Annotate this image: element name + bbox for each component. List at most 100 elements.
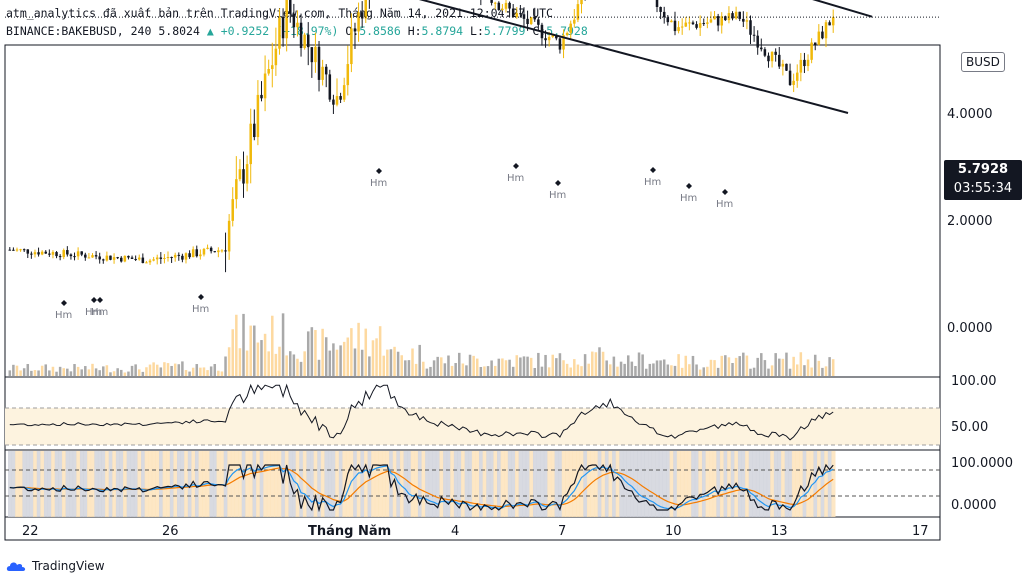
volume-bar (544, 354, 547, 376)
candle-body (659, 6, 662, 12)
candle-body (342, 85, 346, 100)
volume-bars (8, 313, 835, 376)
candle-body (716, 16, 720, 26)
candle-body (551, 35, 554, 37)
stoch-bg-cell (622, 451, 627, 517)
volume-bar (688, 364, 691, 376)
low-label: L: (470, 24, 484, 38)
stoch-bg-cell (554, 451, 559, 517)
volume-bar (587, 363, 590, 376)
candle-body (346, 64, 350, 86)
volume-bar (188, 371, 191, 376)
stoch-bg-cell (299, 451, 304, 517)
volume-bar (350, 328, 353, 376)
volume-bar (360, 349, 364, 376)
volume-bar (386, 349, 389, 376)
stoch-bg-cell (766, 451, 771, 517)
volume-bar (529, 357, 533, 376)
volume-bar (468, 354, 472, 376)
stoch-bg-cell (284, 451, 289, 517)
candle-body (670, 20, 673, 23)
candle-body (231, 199, 234, 221)
stoch-bg-cell (69, 451, 74, 517)
stoch-bg-cell (245, 451, 250, 517)
stoch-bg-cell (547, 451, 552, 517)
volume-bar (105, 365, 109, 376)
volume-bar (720, 355, 723, 376)
volume-bar (163, 362, 166, 376)
candle-body (756, 35, 759, 48)
price-tick-label: 2.0000 (947, 214, 993, 229)
volume-bar (58, 366, 62, 376)
stoch-bg-cell (680, 451, 685, 517)
volume-bar (173, 363, 177, 376)
candle-body (558, 38, 562, 50)
volume-bar (37, 370, 40, 376)
volume-bar (285, 355, 288, 376)
volume-bar (583, 354, 587, 376)
candle-body (364, 0, 368, 19)
volume-bar (680, 367, 684, 376)
price-tick-label: 4.0000 (947, 107, 993, 122)
stoch-bg-cell (550, 451, 556, 517)
volume-bar (526, 356, 529, 376)
stoch-bg-cell (827, 451, 832, 517)
currency-badge[interactable]: BUSD (961, 52, 1005, 72)
stoch-bg-cell (18, 451, 23, 517)
stoch-bg-cell (392, 451, 397, 517)
volume-bar (558, 353, 562, 376)
stoch-bg-cell (522, 451, 527, 517)
stoch-bg-cell (644, 451, 649, 517)
volume-bar (227, 347, 231, 376)
volume-bar (303, 351, 306, 376)
open-value: 5.8586 (359, 24, 401, 38)
hm-label: Hm (680, 193, 697, 204)
volume-bar (130, 365, 134, 376)
candle-body (824, 22, 828, 39)
candle-body (51, 252, 55, 255)
stoch-bg-cell (159, 451, 164, 517)
candle-body (15, 249, 19, 251)
candle-body (84, 254, 87, 258)
volume-bar (821, 367, 824, 376)
candle-body (501, 8, 504, 10)
volume-bar (504, 360, 508, 376)
stoch-bg-cell (604, 451, 609, 517)
stoch-bg-cell (151, 451, 156, 517)
stoch-bg-cell (759, 451, 764, 517)
volume-bar (310, 327, 314, 376)
volume-bar (242, 313, 245, 376)
stoch-bg-cell (658, 451, 663, 517)
volume-bar (15, 365, 19, 376)
volume-bar (224, 356, 227, 376)
volume-bar (591, 351, 594, 376)
candle-body (504, 2, 508, 9)
stoch-bg-cell (421, 451, 426, 517)
hm-label: Hm (507, 173, 524, 184)
tradingview-logo[interactable]: TradingView (6, 559, 105, 573)
volume-bar (519, 357, 522, 376)
candle-body (238, 169, 242, 180)
stoch-slow-line (9, 467, 834, 508)
stoch-bg-cell (802, 451, 807, 517)
stoch-bg-cell (310, 451, 315, 517)
volume-bar (756, 357, 759, 376)
rsi-band-fill (5, 408, 940, 445)
stoch-bg-cell (144, 451, 149, 517)
candle-body (260, 94, 263, 99)
stoch-bg-cell (669, 451, 674, 517)
stoch-bg-cell (497, 451, 502, 517)
stoch-bg-cell (461, 451, 466, 517)
candle-body (249, 123, 252, 165)
stoch-bg-cell (572, 451, 577, 517)
volume-bar (382, 355, 386, 376)
stoch-bg-cell (755, 451, 760, 517)
stoch-bg-cell (504, 451, 509, 517)
stoch-bg-cell (51, 451, 56, 517)
candle-body (817, 31, 821, 45)
volume-bar (292, 354, 296, 376)
candle-body (289, 0, 292, 14)
rsi-polyline (9, 383, 834, 441)
